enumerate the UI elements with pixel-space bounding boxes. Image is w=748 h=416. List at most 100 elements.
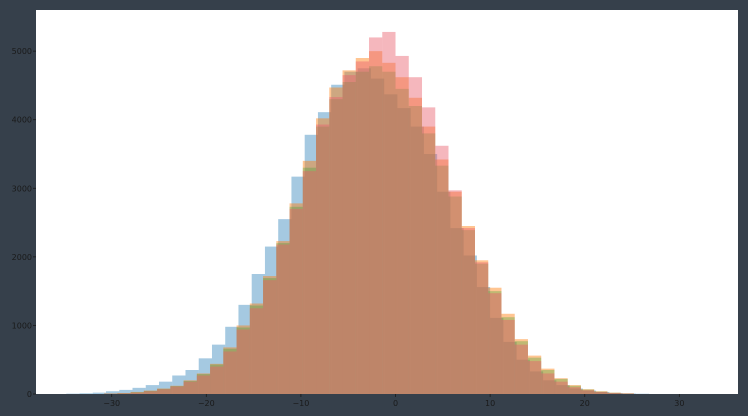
histogram-bar bbox=[567, 385, 581, 394]
histogram-bar bbox=[448, 190, 462, 394]
histogram-bar bbox=[211, 344, 226, 394]
histogram-bar bbox=[488, 291, 502, 394]
y-tick-label: 3000 bbox=[12, 184, 32, 193]
x-tick-label: 10 bbox=[485, 399, 495, 408]
histogram-bar bbox=[342, 82, 356, 394]
histogram-bar bbox=[130, 392, 144, 394]
histogram-bar bbox=[369, 51, 383, 394]
histogram-bar bbox=[474, 262, 489, 394]
histogram-bar bbox=[143, 390, 158, 394]
histogram-bar bbox=[210, 363, 224, 394]
x-tick-label: −10 bbox=[292, 399, 309, 408]
histogram-bar bbox=[622, 393, 636, 394]
histogram-bar bbox=[437, 191, 451, 394]
histogram-bar bbox=[185, 370, 199, 394]
histogram-bar bbox=[580, 390, 595, 394]
histogram-bar bbox=[554, 378, 568, 394]
histogram-bar bbox=[541, 370, 555, 394]
histogram-bar bbox=[289, 206, 303, 394]
histogram-bar bbox=[117, 392, 131, 394]
histogram-bar bbox=[157, 388, 171, 394]
histogram-bar bbox=[183, 380, 197, 394]
histogram-bar bbox=[529, 371, 544, 394]
histogram-bar bbox=[580, 389, 595, 394]
histogram-bar bbox=[461, 228, 475, 394]
histogram-bar bbox=[170, 386, 184, 394]
histogram-bar bbox=[289, 203, 303, 394]
histogram-bar bbox=[302, 171, 317, 394]
y-tick-label: 0 bbox=[27, 390, 32, 399]
histogram-bar bbox=[198, 358, 212, 394]
histogram-bar bbox=[302, 167, 317, 394]
histogram-bar bbox=[369, 66, 383, 394]
histogram-bar bbox=[106, 391, 120, 394]
histogram-bar bbox=[490, 317, 504, 394]
histogram-bar bbox=[291, 176, 305, 394]
histogram-bar bbox=[423, 154, 438, 394]
axes: −30 −20 −10 0 10 20 30 0 1000 2000 3000 4000 5000 bbox=[12, 47, 685, 408]
histogram-bar bbox=[567, 385, 581, 394]
histogram-bar bbox=[276, 244, 290, 394]
histogram-bar bbox=[183, 380, 197, 394]
histogram-bar bbox=[567, 387, 581, 394]
histogram-bar bbox=[104, 393, 118, 394]
histogram-bar bbox=[450, 228, 464, 394]
histogram-bar bbox=[143, 391, 158, 394]
histogram-bar bbox=[620, 393, 634, 394]
histogram-bar bbox=[607, 392, 621, 394]
y-tick-label: 1000 bbox=[12, 321, 32, 330]
histogram-bar bbox=[594, 391, 608, 394]
histogram-bar bbox=[210, 364, 224, 394]
histogram-bar bbox=[580, 389, 595, 394]
histogram-bar bbox=[342, 75, 356, 394]
histogram-bar bbox=[541, 368, 555, 394]
histogram-bar bbox=[263, 280, 277, 394]
histogram-bar bbox=[422, 126, 436, 394]
histogram-bar bbox=[355, 71, 370, 395]
histogram-bar bbox=[516, 359, 530, 394]
histogram-bar bbox=[157, 388, 171, 394]
histogram-bar bbox=[344, 71, 358, 395]
histogram-bar bbox=[435, 159, 449, 394]
histogram-bar bbox=[384, 94, 398, 394]
histogram-bar bbox=[223, 351, 237, 394]
histogram-bar bbox=[132, 387, 146, 394]
x-tick-label: −20 bbox=[198, 399, 215, 408]
histogram-bar bbox=[145, 385, 159, 394]
histogram-bar bbox=[554, 378, 568, 394]
histogram-bar bbox=[130, 391, 144, 394]
x-tick-label: 0 bbox=[393, 399, 398, 408]
histogram-series-4 bbox=[104, 31, 634, 395]
histogram-bar bbox=[488, 287, 502, 394]
histogram-bar bbox=[130, 392, 144, 394]
histogram-bar bbox=[397, 108, 411, 394]
histogram-bar bbox=[474, 263, 489, 394]
histogram-bar bbox=[527, 355, 542, 394]
histogram-bar bbox=[263, 278, 277, 394]
histogram-bar bbox=[422, 133, 436, 394]
histogram-bar bbox=[276, 243, 290, 394]
histogram-bar bbox=[249, 303, 264, 394]
histogram-series-1 bbox=[66, 68, 650, 395]
histogram-bar bbox=[264, 246, 279, 394]
histogram-bar bbox=[316, 124, 330, 394]
histogram-bar bbox=[395, 77, 409, 394]
histogram-bar bbox=[408, 97, 423, 395]
histogram-bar bbox=[594, 391, 608, 394]
histogram-bar bbox=[609, 392, 623, 394]
histogram-bar bbox=[463, 255, 477, 394]
histogram-bar bbox=[596, 391, 610, 394]
histogram-bar bbox=[382, 71, 396, 395]
histogram-bar bbox=[410, 126, 424, 394]
histogram-bar bbox=[117, 393, 131, 394]
x-tick-label: 20 bbox=[580, 399, 590, 408]
histogram-bar bbox=[331, 84, 345, 395]
histogram-bar bbox=[170, 386, 184, 394]
histogram-bar bbox=[223, 348, 237, 394]
histogram-bar bbox=[263, 276, 277, 394]
histogram-bar bbox=[355, 61, 370, 395]
histogram-bar bbox=[395, 55, 409, 394]
histogram-bar bbox=[527, 357, 542, 394]
histogram-bar bbox=[448, 191, 462, 394]
